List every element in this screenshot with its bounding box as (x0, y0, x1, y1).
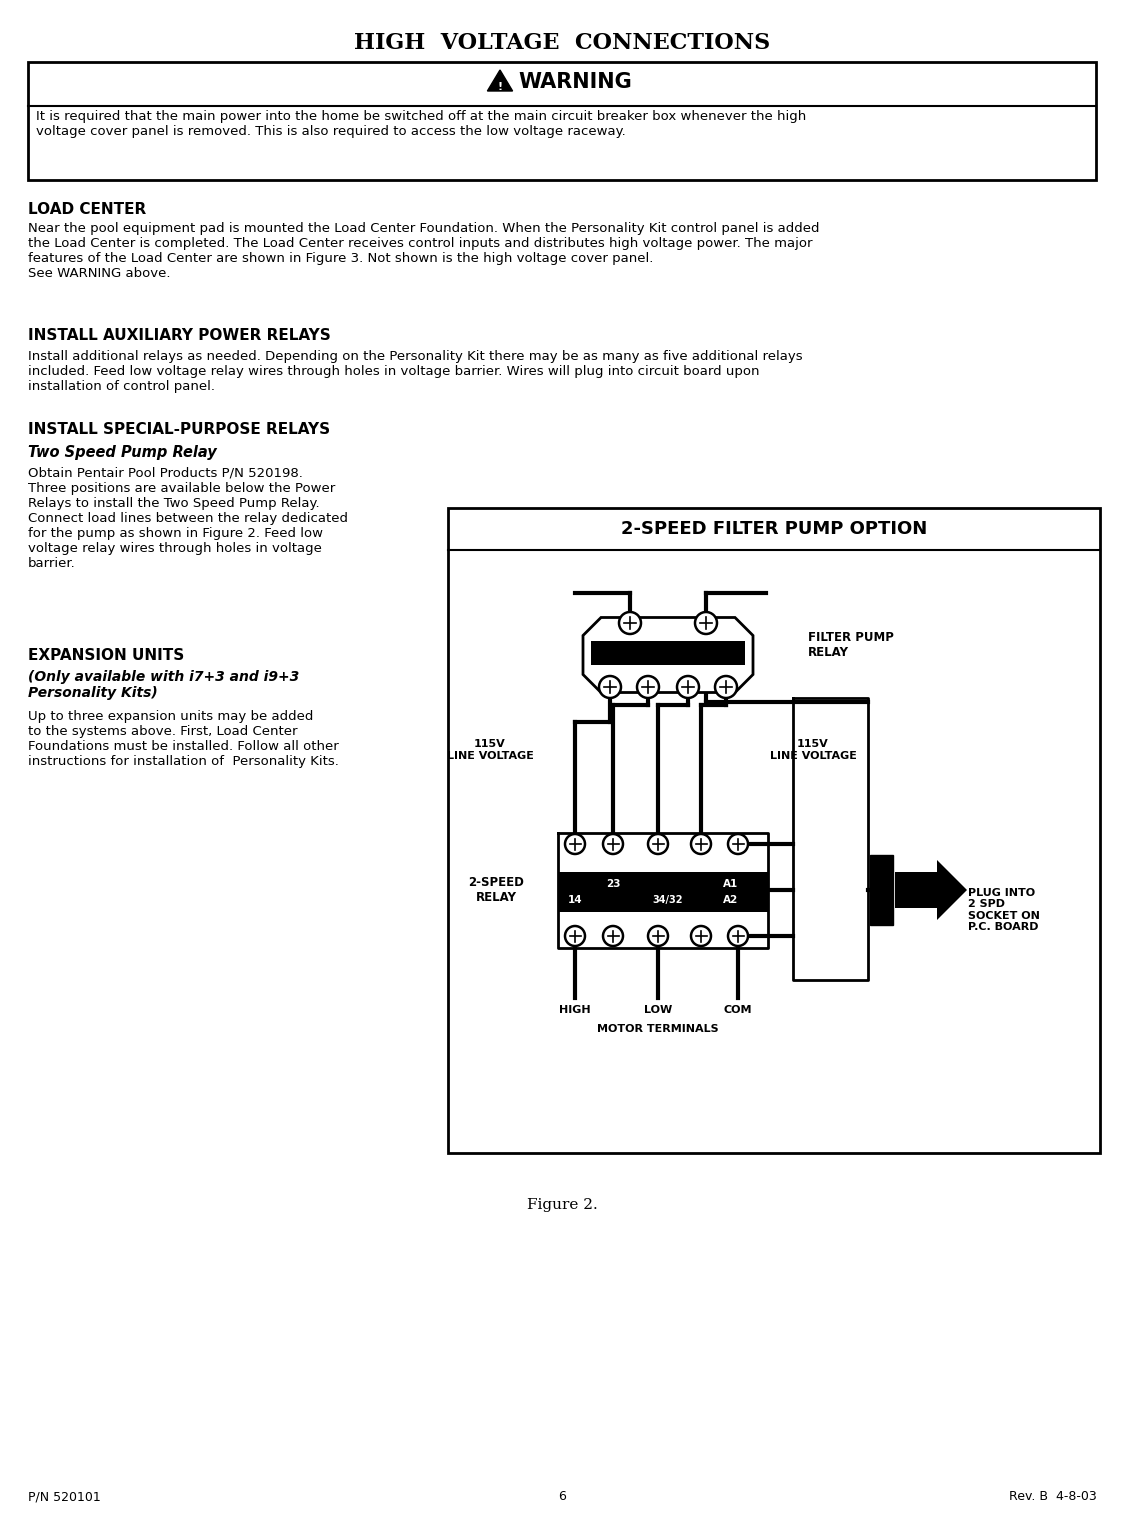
Text: WARNING: WARNING (518, 73, 632, 92)
Bar (870, 855, 893, 924)
Polygon shape (583, 617, 753, 693)
Text: HIGH: HIGH (559, 1005, 591, 1015)
Text: EXPANSION UNITS: EXPANSION UNITS (28, 648, 184, 663)
Circle shape (677, 676, 699, 697)
Text: INSTALL SPECIAL-PURPOSE RELAYS: INSTALL SPECIAL-PURPOSE RELAYS (28, 422, 330, 437)
Bar (558, 871, 768, 912)
Text: Obtain Pentair Pool Products P/N 520198.
Three positions are available below the: Obtain Pentair Pool Products P/N 520198.… (28, 468, 348, 570)
Bar (448, 508, 1100, 1153)
Circle shape (648, 926, 668, 946)
Text: LOW: LOW (644, 1005, 672, 1015)
Circle shape (565, 926, 585, 946)
Text: MOTOR TERMINALS: MOTOR TERMINALS (597, 1024, 719, 1033)
Text: 2-SPEED
RELAY: 2-SPEED RELAY (468, 876, 524, 903)
Text: PLUG INTO
2 SPD
SOCKET ON
P.C. BOARD: PLUG INTO 2 SPD SOCKET ON P.C. BOARD (968, 888, 1040, 932)
Text: (Only available with i7+3 and i9+3
Personality Kits): (Only available with i7+3 and i9+3 Perso… (28, 670, 299, 701)
Circle shape (648, 834, 668, 853)
Polygon shape (896, 859, 968, 920)
Text: Two Speed Pump Relay: Two Speed Pump Relay (28, 445, 217, 460)
Circle shape (695, 611, 717, 634)
Circle shape (603, 926, 623, 946)
Text: Rev. B  4-8-03: Rev. B 4-8-03 (1009, 1490, 1097, 1502)
Circle shape (728, 834, 748, 853)
Circle shape (637, 676, 659, 697)
Circle shape (691, 834, 711, 853)
Text: Up to three expansion units may be added
to the systems above. First, Load Cente: Up to three expansion units may be added… (28, 710, 339, 769)
Text: 23: 23 (605, 879, 620, 890)
Polygon shape (591, 642, 745, 666)
Text: 2-SPEED FILTER PUMP OPTION: 2-SPEED FILTER PUMP OPTION (621, 520, 927, 539)
Text: INSTALL AUXILIARY POWER RELAYS: INSTALL AUXILIARY POWER RELAYS (28, 328, 331, 343)
Text: A1: A1 (723, 879, 739, 890)
Text: HIGH  VOLTAGE  CONNECTIONS: HIGH VOLTAGE CONNECTIONS (354, 32, 771, 54)
Text: 115V
LINE VOLTAGE: 115V LINE VOLTAGE (447, 740, 533, 761)
Circle shape (603, 834, 623, 853)
Text: 14: 14 (568, 896, 583, 905)
Circle shape (565, 834, 585, 853)
Text: !: ! (497, 82, 503, 92)
Circle shape (619, 611, 641, 634)
Text: 34/32: 34/32 (652, 896, 683, 905)
Text: P/N 520101: P/N 520101 (28, 1490, 101, 1502)
Circle shape (691, 926, 711, 946)
Text: Install additional relays as needed. Depending on the Personality Kit there may : Install additional relays as needed. Dep… (28, 350, 802, 393)
Circle shape (598, 676, 621, 697)
Text: 115V
LINE VOLTAGE: 115V LINE VOLTAGE (770, 740, 856, 761)
Text: Near the pool equipment pad is mounted the Load Center Foundation. When the Pers: Near the pool equipment pad is mounted t… (28, 222, 819, 280)
Text: COM: COM (723, 1005, 753, 1015)
Text: LOAD CENTER: LOAD CENTER (28, 203, 146, 216)
Text: Figure 2.: Figure 2. (526, 1198, 597, 1212)
Circle shape (728, 926, 748, 946)
Text: It is required that the main power into the home be switched off at the main cir: It is required that the main power into … (36, 110, 807, 138)
Text: 6: 6 (558, 1490, 566, 1502)
Circle shape (716, 676, 737, 697)
Polygon shape (487, 70, 513, 91)
Text: FILTER PUMP
RELAY: FILTER PUMP RELAY (808, 631, 894, 660)
Bar (28, 62, 1096, 180)
Text: A2: A2 (723, 896, 739, 905)
